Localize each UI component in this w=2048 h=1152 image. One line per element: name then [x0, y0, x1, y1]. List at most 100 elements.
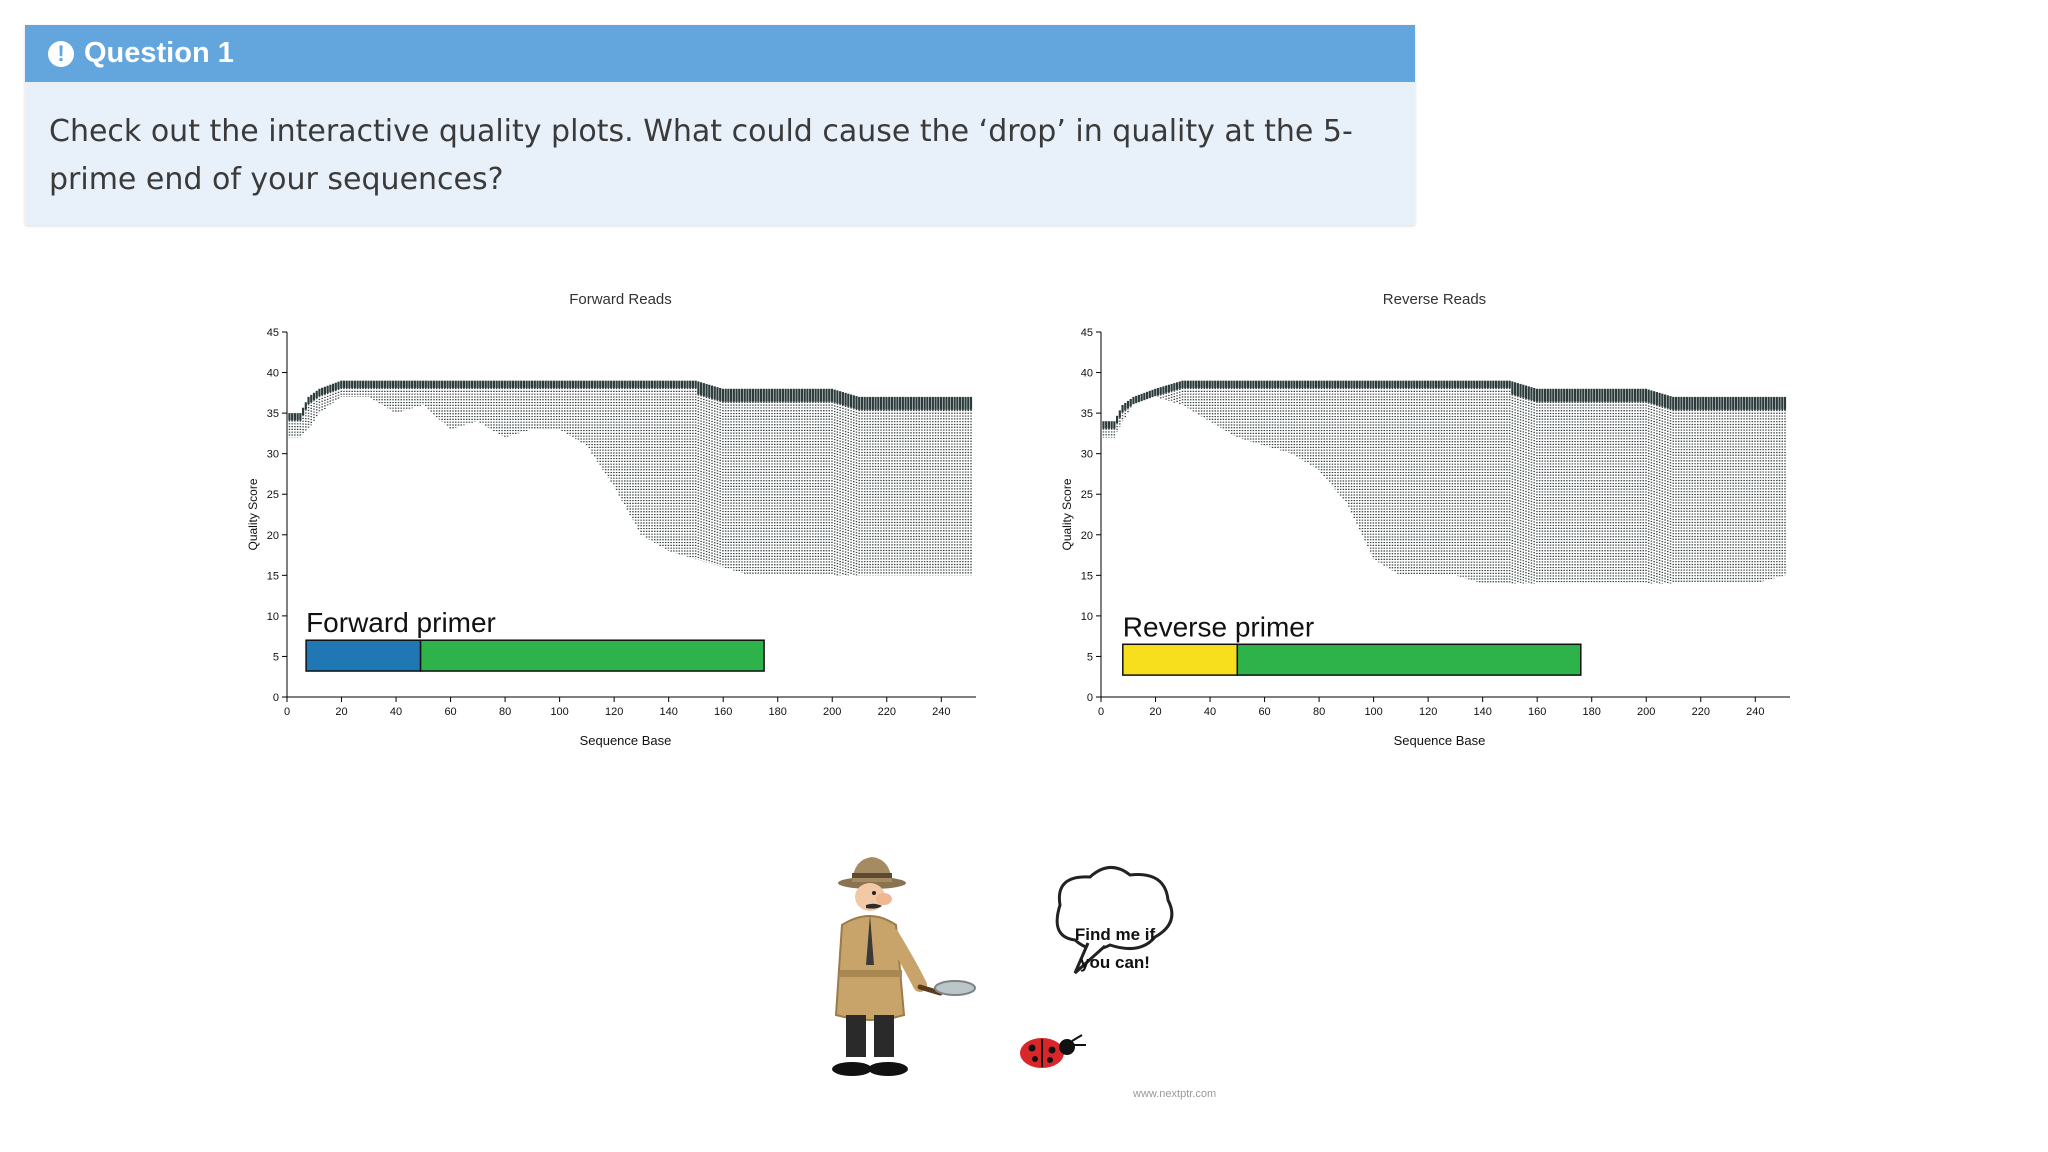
- quality-band-mark: [596, 380, 599, 388]
- quality-band-mark: [1467, 380, 1470, 388]
- quality-band-mark: [732, 388, 735, 402]
- speech-bubble-line1: Find me if: [1075, 925, 1156, 944]
- quality-band-mark: [710, 385, 714, 399]
- annotation-amplicon-segment: [1236, 643, 1582, 676]
- quality-band-mark: [795, 388, 798, 402]
- quality-band-mark: [1309, 380, 1312, 388]
- quality-band-mark: [1344, 380, 1348, 388]
- quality-band-mark: [607, 380, 610, 388]
- quality-band-mark: [1372, 380, 1375, 388]
- quality-band-mark: [626, 380, 629, 388]
- quality-band-mark: [1544, 388, 1547, 402]
- quality-band-mark: [768, 388, 771, 402]
- quality-band-mark: [1173, 383, 1176, 391]
- quality-band-mark: [495, 380, 498, 388]
- quality-band-mark: [855, 396, 858, 410]
- quality-band-mark: [1454, 380, 1457, 388]
- x-tick-label: 160: [1528, 706, 1546, 718]
- quality-band-mark: [471, 380, 474, 388]
- quality-band-mark: [1105, 421, 1108, 429]
- quality-band-mark: [1614, 388, 1618, 402]
- quality-band-mark: [1350, 380, 1353, 388]
- speech-bubble-line2: you can!: [1080, 953, 1150, 972]
- quality-band-mark: [539, 380, 542, 388]
- quality-band-mark: [1178, 381, 1181, 389]
- quality-band-mark: [599, 380, 602, 388]
- quality-band-mark: [1707, 396, 1710, 410]
- quality-band-mark: [1514, 382, 1517, 396]
- quality-band-mark: [749, 388, 752, 402]
- quality-band-mark: [1658, 392, 1661, 406]
- quality-band-mark: [683, 380, 686, 388]
- quality-band-mark: [912, 396, 915, 410]
- quality-band-mark: [1263, 380, 1266, 388]
- quality-band-mark: [1680, 396, 1683, 410]
- quality-band-mark: [1644, 388, 1648, 402]
- quality-band-mark: [558, 380, 561, 388]
- quality-band-mark: [601, 380, 605, 388]
- y-tick-label: 25: [267, 489, 279, 501]
- quality-band-mark: [1274, 380, 1277, 388]
- quality-band-mark: [915, 396, 918, 410]
- quality-band-mark: [381, 380, 384, 388]
- quality-band-mark: [939, 396, 943, 410]
- quality-band-mark: [1186, 380, 1190, 388]
- quality-band-mark: [1175, 382, 1179, 390]
- quality-band-mark: [421, 380, 425, 388]
- quality-band-mark: [1255, 380, 1258, 388]
- quality-band-mark: [1538, 388, 1541, 402]
- quality-band-mark: [1339, 380, 1342, 388]
- quality-band-mark: [1620, 388, 1623, 402]
- quality-band-mark: [789, 388, 793, 402]
- quality-band-mark: [1584, 388, 1588, 402]
- quality-band-mark: [1636, 388, 1639, 402]
- quality-band-mark: [547, 380, 550, 388]
- x-tick-label: 20: [1149, 706, 1161, 718]
- quality-band-mark: [323, 386, 326, 395]
- quality-band-mark: [1394, 380, 1397, 388]
- quality-band-mark: [948, 396, 951, 410]
- quality-band-mark: [1165, 385, 1168, 393]
- y-tick-label: 30: [267, 449, 279, 461]
- quality-band-mark: [1683, 396, 1686, 410]
- quality-band-mark: [1563, 388, 1566, 402]
- y-tick-label: 10: [267, 611, 279, 623]
- quality-band-mark: [1410, 380, 1413, 388]
- quality-band-mark: [1456, 380, 1459, 388]
- quality-band-mark: [522, 380, 525, 388]
- x-tick-label: 0: [284, 706, 290, 718]
- quality-band-mark: [1293, 380, 1296, 388]
- quality-band-mark: [746, 388, 749, 402]
- quality-band-mark: [481, 380, 485, 388]
- quality-band-mark: [1571, 388, 1574, 402]
- quality-band-mark: [721, 388, 725, 402]
- callout-body-text: Check out the interactive quality plots.…: [49, 114, 1353, 197]
- quality-band-mark: [806, 388, 809, 402]
- quality-band-mark: [1778, 396, 1781, 410]
- quality-columns: [288, 380, 973, 576]
- quality-band-mark: [1369, 380, 1372, 388]
- quality-band-mark: [1451, 380, 1454, 388]
- quality-band-mark: [1653, 391, 1656, 405]
- quality-band-mark: [1432, 380, 1435, 388]
- quality-band-mark: [563, 380, 566, 388]
- quality-band-mark: [1715, 396, 1718, 410]
- ladybug-icon: [1020, 1034, 1086, 1068]
- quality-band-mark: [487, 380, 490, 388]
- quality-band-mark: [1257, 380, 1260, 388]
- quality-band-mark: [615, 380, 618, 388]
- quality-band-mark: [1102, 421, 1105, 429]
- quality-band-mark: [1748, 396, 1751, 410]
- quality-band-mark: [1126, 400, 1130, 409]
- quality-band-mark: [1598, 388, 1601, 402]
- quality-band-mark: [1285, 380, 1288, 388]
- quality-band-mark: [1764, 396, 1768, 410]
- y-tick-label: 0: [1087, 692, 1093, 704]
- quality-band-mark: [1767, 396, 1770, 410]
- quality-band-mark: [1535, 388, 1539, 402]
- quality-band-mark: [364, 380, 367, 388]
- y-tick-label: 20: [1081, 530, 1093, 542]
- quality-band-mark: [1484, 380, 1487, 388]
- quality-band-mark: [1481, 380, 1484, 388]
- quality-band-mark: [1674, 396, 1678, 410]
